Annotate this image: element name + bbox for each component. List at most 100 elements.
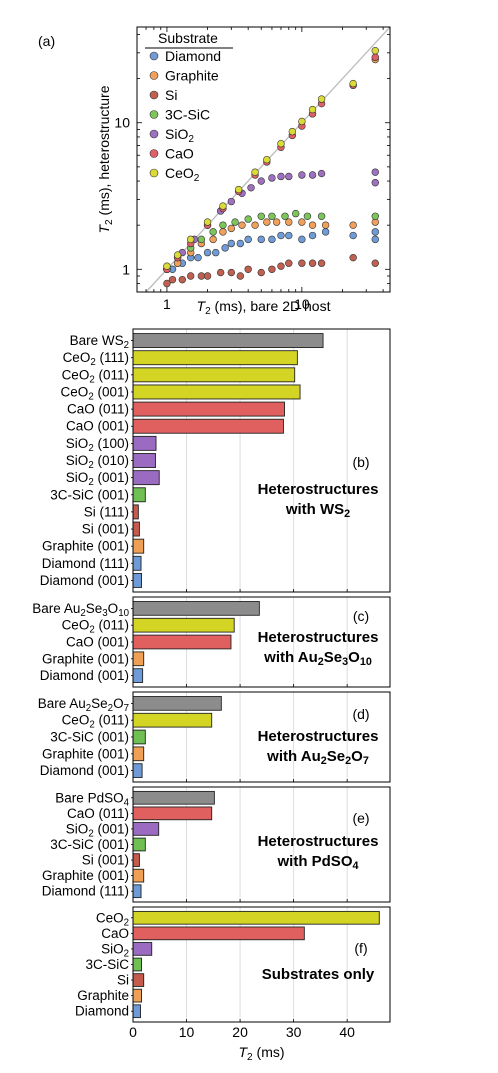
panel-annotation-e: Heterostructures <box>258 833 379 850</box>
scatter-point-ceo2 <box>308 105 317 114</box>
category-label-sio2-010: SiO2 (010) <box>66 453 129 471</box>
bar-cao-011 <box>132 401 285 417</box>
bar-diamond <box>132 1004 141 1019</box>
scatter-point-si <box>371 259 379 267</box>
bar-diamond-001 <box>132 668 144 683</box>
bar-3c-sic-001 <box>132 837 146 852</box>
panel-label-c: (c) <box>353 608 369 624</box>
bar-diamond-111 <box>132 555 142 571</box>
scatter-point-si <box>349 253 357 262</box>
legend-marker-graphite <box>149 71 159 80</box>
scatter-point-graphite <box>219 228 227 236</box>
legend-entry-si: Si <box>165 87 177 103</box>
category-label-ceo2-001: CeO2 (001) <box>61 384 129 402</box>
bar-bare-ws2 <box>132 333 324 349</box>
scatter-point-3c-sic <box>197 235 206 244</box>
scatter-point-si <box>227 268 236 277</box>
scatter-point-si <box>257 268 265 277</box>
panel-frame <box>132 786 391 903</box>
scatter-point-3c-sic <box>209 228 217 236</box>
scatter-point-diamond <box>277 231 285 240</box>
bar-ceo2-111 <box>132 350 298 366</box>
category-label-cao-001: CaO (001) <box>66 635 129 650</box>
bar-si-111 <box>132 504 139 520</box>
scatter-point-si <box>277 262 285 270</box>
scatter-point-si <box>186 272 195 280</box>
category-label-graphite-001: Graphite (001) <box>42 651 129 666</box>
bar-diamond-111 <box>132 884 142 899</box>
scatter-point-diamond <box>285 231 293 240</box>
legend-marker-diamond <box>149 51 159 61</box>
scatter-point-si <box>236 272 245 280</box>
panel-label-b: (b) <box>352 454 369 470</box>
scatter-point-3c-sic <box>219 221 227 229</box>
panel-label-f: (f) <box>354 940 367 956</box>
category-label-ceo2: CeO2 <box>96 910 129 928</box>
y-axis-label: T2 (ms), heterostructure <box>96 85 115 233</box>
category-label-diamond: Diamond <box>75 1004 129 1019</box>
bar-3c-sic-001 <box>132 729 146 745</box>
bar-ceo2-011 <box>132 617 235 633</box>
scatter-point-graphite <box>227 224 236 233</box>
legend-title: Substrate <box>158 30 218 46</box>
scatter-point-diamond <box>244 235 252 244</box>
legend-entry-cao: CaO <box>165 146 194 162</box>
x-tick-label: 1 <box>163 296 171 312</box>
bar-graphite-001 <box>132 868 145 883</box>
panel-frame <box>132 906 391 1023</box>
scatter-point-sio2 <box>247 184 255 192</box>
category-label-cao-011: CaO (011) <box>67 806 129 821</box>
panel-annotation-c: Heterostructures <box>258 629 379 646</box>
scatter-point-ceo2 <box>219 202 227 210</box>
panel-label-e: (e) <box>352 810 369 826</box>
bar-sio2-001 <box>132 822 160 836</box>
scatter-point-si <box>178 275 187 284</box>
bar-sio2-001 <box>132 470 160 486</box>
scatter-frame <box>136 26 391 293</box>
category-label-graphite-001: Graphite (001) <box>42 868 129 883</box>
category-label-cao: CaO <box>101 926 129 941</box>
bar-graphite <box>132 988 143 1003</box>
category-label-diamond-001: Diamond (001) <box>40 763 129 778</box>
scatter-point-3c-sic <box>281 212 289 220</box>
scatter-point-ceo2 <box>186 235 195 244</box>
scatter-point-diamond <box>371 228 379 236</box>
scatter-point-ceo2 <box>349 79 357 88</box>
category-label-bare-ws2: Bare WS2 <box>70 333 129 351</box>
scatter-point-sio2 <box>268 174 276 182</box>
category-label-diamond-111: Diamond (111) <box>42 556 129 571</box>
scatter-point-sio2 <box>277 172 285 181</box>
scatter-point-ceo2 <box>298 117 306 126</box>
bar-x-axis-label: T2 (ms) <box>238 1044 284 1063</box>
y-tick-label: 1 <box>122 261 130 277</box>
scatter-point-ceo2 <box>317 95 326 103</box>
bar-sio2 <box>132 942 153 956</box>
category-label-cao-001: CaO (001) <box>66 419 129 434</box>
legend-entry-3c-sic: 3C-SiC <box>165 107 210 123</box>
scatter-point-3c-sic <box>371 212 379 220</box>
scatter-point-sio2 <box>285 172 293 181</box>
scatter-point-sio2 <box>227 197 236 206</box>
category-label-sio2: SiO2 <box>101 941 129 959</box>
bar-ceo2-011 <box>132 367 296 383</box>
category-label-ceo2-011: CeO2 (011) <box>62 367 129 385</box>
category-label-graphite: Graphite <box>77 988 129 1003</box>
category-label-ceo2-111: CeO2 (111) <box>63 350 129 368</box>
category-label-sio2-100: SiO2 (100) <box>66 436 129 454</box>
scatter-point-3c-sic <box>303 212 312 220</box>
category-label-si-001: Si (001) <box>82 522 129 537</box>
scatter-point-diamond <box>236 239 245 248</box>
bar-bare-pdso4 <box>132 790 215 805</box>
bar-3c-sic <box>132 957 143 972</box>
legend-marker-sio2 <box>149 129 159 139</box>
legend-entry-graphite: Graphite <box>165 68 219 84</box>
scatter-point-diamond <box>203 248 212 257</box>
scatter-point-ceo2 <box>371 47 379 55</box>
bar-cao-011 <box>132 806 213 821</box>
scatter-point-si <box>168 275 177 284</box>
scatter-point-si <box>285 259 293 267</box>
scatter-point-si <box>197 272 206 280</box>
